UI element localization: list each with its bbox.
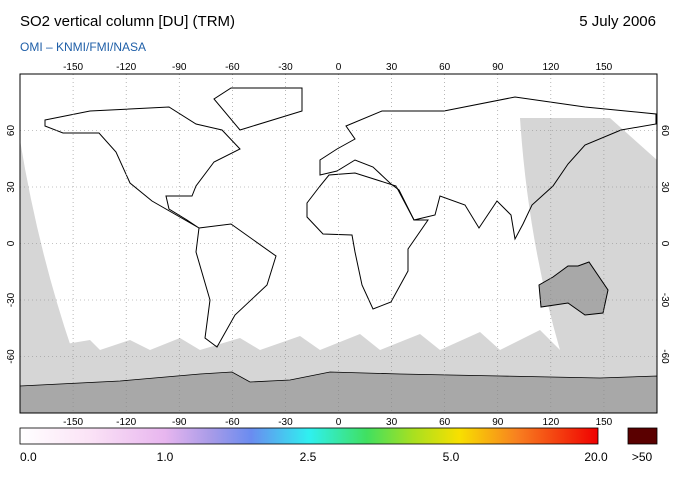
longitude-label: 60 xyxy=(439,417,451,428)
latitude-label: -30 xyxy=(659,293,670,308)
longitude-label: -60 xyxy=(225,417,240,428)
greenland xyxy=(213,87,303,131)
colorbar-label: 20.0 xyxy=(584,450,608,464)
latitude-label: 0 xyxy=(6,240,17,246)
longitude-label: -30 xyxy=(278,62,293,73)
longitude-label: -120 xyxy=(116,62,136,73)
longitude-label: 150 xyxy=(596,62,613,73)
no-data-region xyxy=(20,140,72,350)
colorbar: >50 xyxy=(19,427,658,464)
longitude-label: -120 xyxy=(116,417,136,428)
south-america xyxy=(195,223,277,348)
longitude-label: 60 xyxy=(439,62,451,73)
longitude-label: -30 xyxy=(278,417,293,428)
latitude-label: -60 xyxy=(6,349,17,364)
date: 5 July 2006 xyxy=(579,13,656,30)
longitude-label: 120 xyxy=(542,417,559,428)
longitude-label: -150 xyxy=(63,62,83,73)
longitude-label: 90 xyxy=(492,417,504,428)
australia xyxy=(538,261,609,316)
colorbar-label: 0.0 xyxy=(20,450,37,464)
north-america xyxy=(44,106,241,229)
latitude-label: -60 xyxy=(659,349,670,364)
longitude-label: 150 xyxy=(596,417,613,428)
colorbar-label: 2.5 xyxy=(300,450,317,464)
graticule xyxy=(20,74,657,413)
colorbar-label: 1.0 xyxy=(157,450,174,464)
latitude-label: 60 xyxy=(6,125,17,137)
longitude-label: -90 xyxy=(172,417,187,428)
eurasia xyxy=(319,96,657,241)
africa xyxy=(306,172,429,310)
map-frame xyxy=(19,73,658,414)
longitude-label: -60 xyxy=(225,62,240,73)
latitude-label: 0 xyxy=(659,241,670,247)
colorbar-gradient xyxy=(19,427,599,445)
overflow-label: >50 xyxy=(632,450,653,464)
longitude-label: 90 xyxy=(492,62,504,73)
longitude-label: -90 xyxy=(172,62,187,73)
latitude-label: 60 xyxy=(659,125,670,137)
latitude-label: 30 xyxy=(6,181,17,193)
latitude-label: -30 xyxy=(6,292,17,307)
subtitle: OMI – KNMI/FMI/NASA xyxy=(20,40,146,54)
longitude-label: 0 xyxy=(336,417,342,428)
latitude-label: 30 xyxy=(659,181,670,193)
longitude-label: 120 xyxy=(542,62,559,73)
title: SO2 vertical column [DU] (TRM) xyxy=(20,13,235,30)
longitude-label: 30 xyxy=(386,62,398,73)
map-area xyxy=(19,73,658,414)
longitude-label: 30 xyxy=(386,417,398,428)
longitude-label: -150 xyxy=(63,417,83,428)
colorbar-label: 5.0 xyxy=(443,450,460,464)
overflow-swatch xyxy=(627,427,658,445)
longitude-label: 0 xyxy=(336,62,342,73)
